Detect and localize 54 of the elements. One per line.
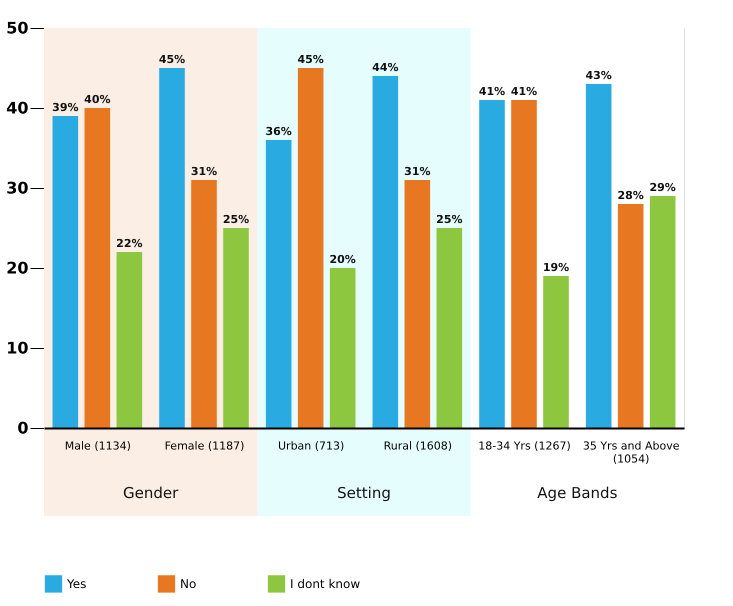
data-label: 25% bbox=[436, 213, 463, 226]
bar bbox=[298, 68, 324, 428]
x-tick-label: Rural (1608) bbox=[384, 440, 452, 452]
bar bbox=[650, 196, 676, 428]
bar bbox=[436, 228, 462, 428]
data-label: 36% bbox=[265, 125, 292, 138]
bar bbox=[586, 84, 612, 428]
x-tick-label: 18-34 Yrs (1267) bbox=[478, 440, 571, 452]
data-label: 28% bbox=[617, 189, 644, 202]
data-label: 43% bbox=[585, 69, 612, 82]
x-tick-label: 35 Yrs and Above (1054) bbox=[582, 440, 680, 466]
bar bbox=[404, 180, 430, 428]
data-label: 41% bbox=[478, 85, 506, 98]
bar bbox=[266, 140, 292, 428]
legend-label: No bbox=[180, 576, 196, 591]
bar bbox=[223, 228, 249, 428]
y-tick-label: 40 bbox=[6, 98, 28, 118]
bar bbox=[52, 116, 78, 428]
bar bbox=[543, 276, 569, 428]
data-label: 39% bbox=[52, 101, 79, 114]
data-label: 25% bbox=[222, 213, 250, 226]
y-tick-label: 10 bbox=[6, 338, 28, 358]
bar bbox=[159, 68, 185, 428]
bar bbox=[511, 100, 537, 428]
band-label: Age Bands bbox=[537, 484, 618, 502]
data-label: 20% bbox=[329, 253, 356, 266]
bar bbox=[116, 252, 142, 428]
data-label: 44% bbox=[372, 61, 399, 74]
data-label: 31% bbox=[190, 165, 218, 178]
data-label: 29% bbox=[649, 181, 676, 194]
data-label: 22% bbox=[116, 237, 143, 250]
y-tick-label: 30 bbox=[6, 178, 28, 198]
data-label: 31% bbox=[404, 165, 431, 178]
bar bbox=[191, 180, 217, 428]
data-label: 45% bbox=[297, 53, 324, 66]
band-label: Setting bbox=[337, 484, 391, 502]
y-tick-label: 0 bbox=[17, 418, 28, 438]
data-label: 19% bbox=[542, 261, 570, 274]
x-tick-label: Male (1134) bbox=[64, 440, 131, 452]
bar bbox=[618, 204, 644, 428]
y-tick-label: 50 bbox=[6, 18, 28, 38]
data-label: 40% bbox=[84, 93, 111, 106]
x-tick-label: Urban (713) bbox=[278, 440, 344, 452]
bar bbox=[372, 76, 398, 428]
legend-label: I dont know bbox=[290, 576, 360, 591]
data-label: 41% bbox=[510, 85, 538, 98]
bar bbox=[330, 268, 356, 428]
data-label: 45% bbox=[158, 53, 186, 66]
band-label: Gender bbox=[123, 484, 180, 502]
y-tick-label: 20 bbox=[6, 258, 28, 278]
bar bbox=[84, 108, 110, 428]
bar bbox=[479, 100, 505, 428]
x-tick-label: Female (1187) bbox=[164, 440, 244, 452]
legend-label: Yes bbox=[66, 576, 86, 591]
